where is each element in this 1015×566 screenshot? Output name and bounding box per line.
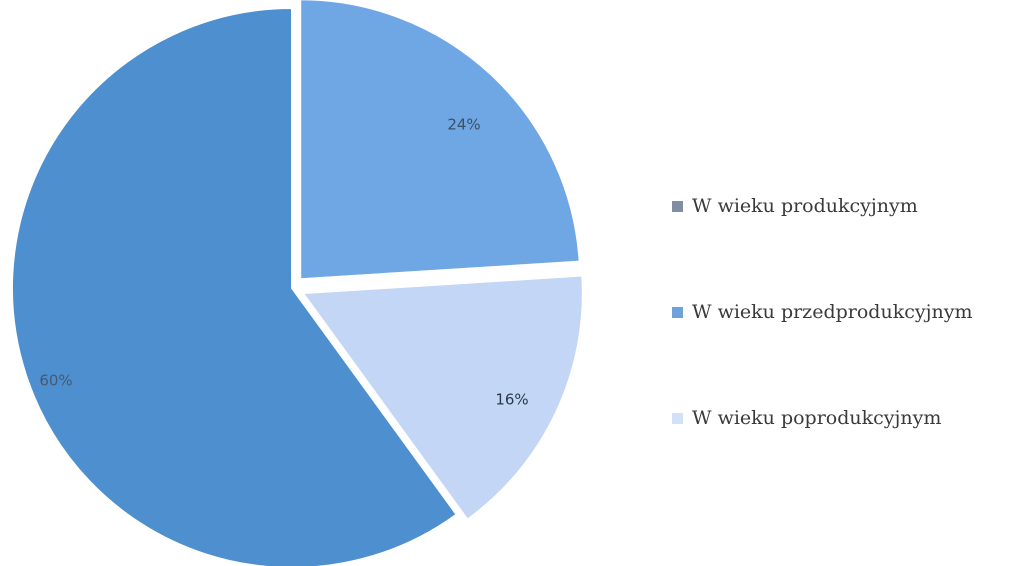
slice-label-produkcyjnym: 60% xyxy=(39,372,72,390)
legend: W wieku produkcyjnym W wieku przedproduk… xyxy=(672,190,1012,434)
pie-slice-poprodukcyjnym xyxy=(300,274,584,522)
pie-slice-przedprodukcyjnym xyxy=(299,0,581,281)
slice-label-poprodukcyjnym: 16% xyxy=(495,391,528,409)
legend-item-przedprodukcyjnym: W wieku przedprodukcyjnym xyxy=(672,296,1012,328)
pie-svg: 24% 16% 60% xyxy=(11,0,584,566)
pie-slice-produkcyjnym xyxy=(11,6,458,566)
legend-swatch-produkcyjnym xyxy=(672,200,683,212)
legend-label-poprodukcyjnym: W wieku poprodukcyjnym xyxy=(692,407,942,429)
slice-label-przedprodukcyjnym: 24% xyxy=(447,116,480,134)
legend-item-produkcyjnym: W wieku produkcyjnym xyxy=(672,190,1012,222)
legend-item-poprodukcyjnym: W wieku poprodukcyjnym xyxy=(672,402,1012,434)
legend-swatch-przedprodukcyjnym xyxy=(672,306,683,318)
legend-label-przedprodukcyjnym: W wieku przedprodukcyjnym xyxy=(692,301,973,323)
legend-swatch-poprodukcyjnym xyxy=(672,412,683,424)
pie-chart: 24% 16% 60% xyxy=(11,0,584,566)
legend-label-produkcyjnym: W wieku produkcyjnym xyxy=(692,195,918,217)
